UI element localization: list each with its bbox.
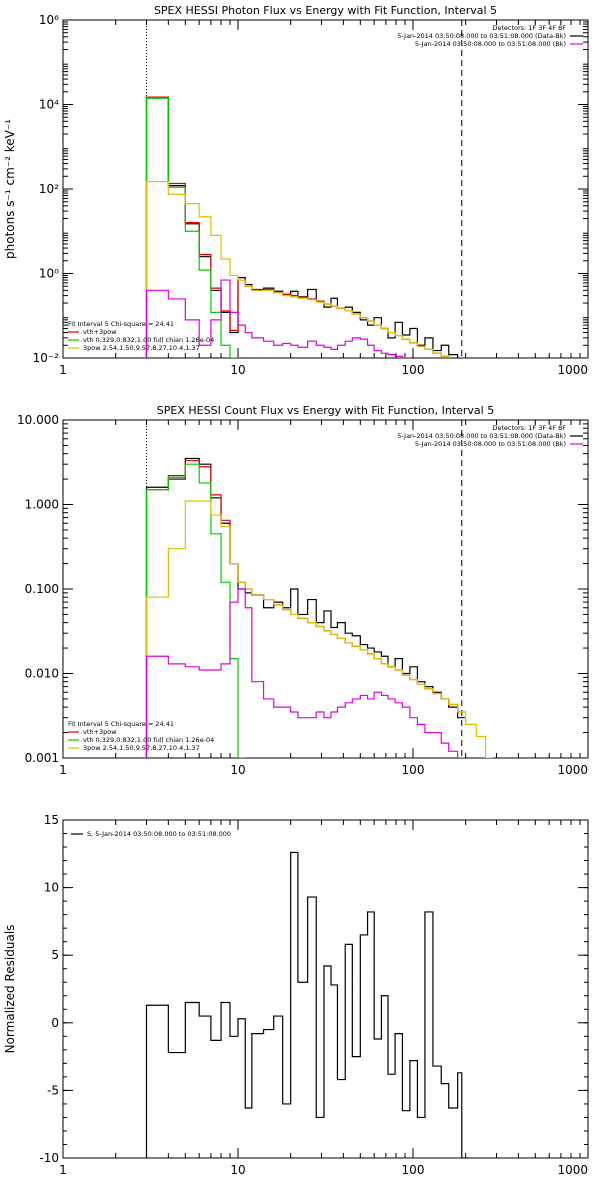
y-axis-label: photons s⁻¹ cm⁻² keV⁻¹ — [3, 119, 17, 259]
data-layer — [145, 420, 493, 758]
x-tick-label: 100 — [402, 1163, 425, 1177]
y-tick-label: 10⁻² — [33, 351, 60, 365]
y-tick-label: 0.100 — [25, 582, 59, 596]
y-tick-label: -10 — [39, 1151, 59, 1165]
legend-top-text: 5-Jan-2014 03:50:08.000 to 03:51:08.000 … — [415, 440, 566, 448]
chart-panel-2: SPEX HESSI Count Flux vs Energy with Fit… — [17, 404, 589, 777]
series-line-3 — [145, 97, 239, 358]
x-tick-label: 1 — [59, 363, 67, 377]
series-line-1 — [145, 851, 470, 1158]
data-layer — [145, 20, 463, 358]
data-layer — [145, 851, 470, 1158]
plot-frame — [62, 819, 589, 1159]
legend-top-text: 5-Jan-2014 03:50:08.000 to 03:51:08.000 … — [415, 40, 566, 48]
series-line-1 — [145, 96, 459, 358]
y-tick-label: 0 — [51, 1016, 59, 1030]
y-tick-label: -5 — [47, 1083, 59, 1097]
y-tick-label: 0.010 — [25, 667, 59, 681]
chart-title: SPEX HESSI Photon Flux vs Energy with Fi… — [154, 4, 497, 17]
plot-frame — [62, 419, 589, 759]
x-tick-label: 10 — [230, 763, 245, 777]
series-line-3 — [145, 463, 246, 758]
y-tick-label: 10⁶ — [39, 13, 59, 27]
legend-top-text: 5-Jan-2014 03:50:08.000 to 03:51:08.000 … — [397, 432, 566, 440]
y-tick-label: 10 — [44, 881, 59, 895]
y-tick-label: 10⁴ — [39, 98, 59, 112]
x-tick-label: 1000 — [557, 763, 588, 777]
legend-top-text: Detectors: 1F 3F 4F 8F — [492, 424, 566, 432]
x-tick-label: 1 — [59, 763, 67, 777]
y-axis-label: Normalized Residuals — [3, 925, 17, 1054]
y-tick-label: 0.001 — [25, 751, 59, 765]
legend-bottom-text: vth+3pow — [83, 728, 117, 736]
series-line-1 — [145, 457, 465, 758]
series-line-4 — [145, 500, 493, 758]
legend-text: S, 5-Jan-2014 03:50:08.000 to 03:51:08.0… — [87, 830, 231, 838]
y-tick-label: 15 — [44, 813, 59, 827]
x-tick-label: 100 — [402, 763, 425, 777]
x-tick-label: 10 — [230, 363, 245, 377]
series-line-5 — [145, 279, 411, 358]
legend-top-text: Detectors: 1F 3F 4F 8F — [492, 24, 566, 32]
legend-bottom-text: vth 0.329,0.832,1.00 full chian 1.26e-04 — [83, 336, 214, 344]
legend-bottom-text: vth+3pow — [83, 328, 117, 336]
x-tick-label: 1000 — [557, 1163, 588, 1177]
x-tick-label: 1 — [59, 1163, 67, 1177]
x-tick-label: 1000 — [557, 363, 588, 377]
x-tick-label: 10 — [230, 1163, 245, 1177]
y-tick-label: 10² — [39, 182, 59, 196]
y-tick-label: 10.000 — [17, 413, 59, 427]
chart-panel-3: Normalized Residuals 1 10 100 1000 -10 -5 0 5 10 1… — [3, 813, 589, 1177]
legend-top-text: 5-Jan-2014 03:50:08.000 to 03:51:08.000 … — [397, 32, 566, 40]
legend-bottom-text: Fit Interval 5 Chi-square = 24.41 — [68, 720, 174, 728]
series-line-5 — [145, 588, 465, 758]
legend-bottom-text: Fit Interval 5 Chi-square = 24.41 — [68, 320, 174, 328]
y-tick-label: 5 — [51, 948, 59, 962]
y-tick-label: 1.000 — [25, 498, 59, 512]
legend-bottom-text: 3pow 2.54,1.50,9.57,8.27,10.4,1.37 — [83, 344, 200, 352]
legend-bottom-text: 3pow 2.54,1.50,9.57,8.27,10.4,1.37 — [83, 744, 200, 752]
series-line-4 — [145, 180, 450, 358]
x-tick-label: 100 — [402, 363, 425, 377]
chart-title: SPEX HESSI Count Flux vs Energy with Fit… — [157, 404, 494, 417]
legend-bottom-text: vth 0.329,0.832,1.00 full chian 1.26e-04 — [83, 736, 214, 744]
chart-panel-1: SPEX HESSI Photon Flux vs Energy with Fi… — [3, 4, 589, 377]
y-tick-label: 10⁰ — [39, 267, 59, 281]
series-line-2 — [145, 460, 465, 758]
